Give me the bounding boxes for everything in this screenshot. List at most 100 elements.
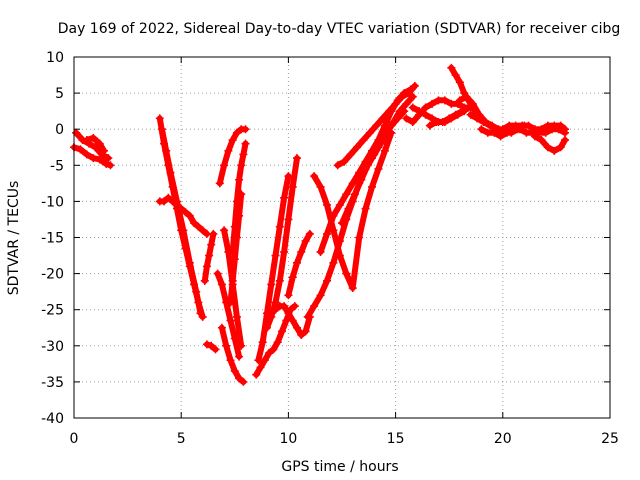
data-point-marker (265, 349, 274, 358)
data-point-marker (554, 125, 563, 134)
data-point-marker (374, 164, 383, 173)
data-point-marker (338, 219, 346, 228)
data-point-marker (226, 356, 235, 365)
data-point-marker (342, 269, 351, 278)
data-point-marker (335, 251, 344, 260)
data-point-marker (239, 377, 248, 386)
series-arc-16 (255, 173, 292, 364)
data-point-marker (284, 215, 293, 224)
data-point-marker (160, 197, 169, 206)
data-point-marker (490, 128, 499, 137)
data-point-marker (226, 316, 235, 325)
data-point-marker (292, 323, 301, 332)
data-point-marker (89, 133, 98, 142)
data-point-marker (473, 114, 482, 123)
data-point-marker (215, 179, 224, 188)
data-point-marker (220, 226, 229, 235)
data-point-marker (194, 222, 203, 231)
data-point-marker (224, 247, 233, 256)
y-tick-label: -30 (41, 339, 64, 355)
data-point-marker (372, 121, 381, 130)
data-point-marker (524, 121, 533, 130)
data-point-marker (316, 291, 325, 300)
x-tick-label: 10 (279, 431, 297, 447)
data-point-marker (217, 280, 226, 289)
data-point-marker (344, 204, 353, 213)
data-point-marker (284, 172, 293, 181)
data-point-marker (230, 367, 239, 376)
series-arc-3 (83, 134, 107, 154)
data-point-marker (235, 374, 244, 383)
y-axis-label: SDTVAR / TECUs (6, 181, 22, 296)
data-point-marker (410, 81, 419, 90)
data-point-marker (537, 136, 546, 145)
data-point-marker (556, 143, 565, 152)
data-point-marker (479, 117, 488, 126)
data-point-marker (230, 222, 239, 231)
data-point-marker (297, 330, 306, 339)
data-point-marker (322, 276, 331, 285)
data-point-marker (301, 327, 310, 336)
data-point-marker (104, 154, 113, 163)
data-point-marker (380, 146, 389, 155)
data-point-marker (232, 312, 241, 321)
chart-title: Day 169 of 2022, Sidereal Day-to-day VTE… (58, 21, 621, 37)
data-point-marker (464, 103, 473, 112)
data-point-marker (428, 99, 437, 108)
data-point-marker (241, 125, 250, 134)
y-tick-label: -40 (41, 411, 64, 427)
series-arc-23 (339, 93, 416, 227)
x-tick-label: 5 (177, 431, 186, 447)
data-point-marker (239, 150, 248, 159)
data-point-marker (322, 229, 331, 238)
chart-series (70, 63, 569, 386)
data-point-marker (95, 155, 104, 164)
data-point-marker (284, 309, 293, 318)
data-point-marker (380, 121, 389, 130)
data-point-marker (235, 175, 244, 184)
data-point-marker (232, 197, 241, 206)
data-point-marker (292, 258, 301, 267)
data-point-marker (196, 309, 205, 318)
data-point-marker (297, 247, 306, 256)
x-axis-label: GPS time / hours (281, 459, 398, 475)
data-point-marker (200, 276, 209, 285)
data-point-marker (162, 146, 171, 155)
data-point-marker (485, 121, 494, 130)
data-point-marker (211, 345, 220, 354)
data-point-marker (359, 136, 368, 145)
data-point-marker (280, 193, 289, 202)
data-point-marker (310, 302, 319, 311)
data-point-marker (258, 338, 267, 347)
data-point-marker (316, 182, 325, 191)
data-point-marker (185, 258, 194, 267)
data-point-marker (179, 226, 188, 235)
data-point-marker (192, 287, 201, 296)
y-tick-label: -35 (41, 375, 64, 391)
data-point-marker (82, 136, 91, 145)
data-point-marker (541, 128, 550, 137)
data-point-marker (202, 262, 211, 271)
data-point-marker (288, 273, 297, 282)
data-point-marker (280, 302, 289, 311)
data-point-marker (451, 110, 460, 119)
data-point-marker (440, 96, 449, 105)
data-point-marker (477, 125, 486, 134)
y-tick-label: -20 (41, 267, 64, 283)
data-point-marker (252, 370, 261, 379)
data-point-marker (100, 146, 109, 155)
data-point-marker (102, 159, 111, 168)
data-point-marker (340, 157, 349, 166)
data-point-marker (207, 240, 216, 249)
data-point-marker (370, 150, 379, 159)
y-tick-label: -25 (41, 303, 64, 319)
data-point-marker (408, 103, 417, 112)
data-point-marker (254, 356, 263, 365)
data-point-marker (288, 316, 297, 325)
data-point-marker (447, 63, 456, 72)
data-point-marker (157, 125, 166, 134)
data-point-marker (292, 154, 301, 163)
data-point-marker (232, 128, 241, 137)
data-point-marker (271, 251, 280, 260)
